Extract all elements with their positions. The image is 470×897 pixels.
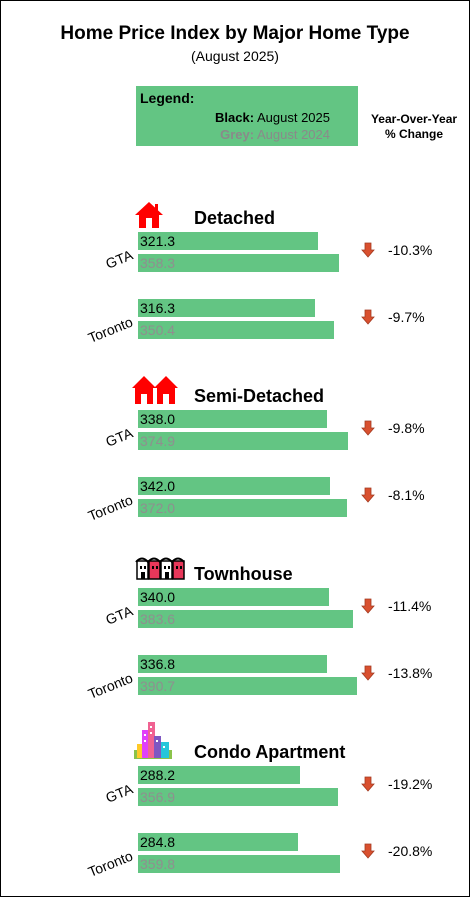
down-arrow-icon [361,665,375,686]
value-label-previous: 356.9 [140,789,176,805]
value-label-previous: 358.3 [140,255,176,271]
down-arrow-icon [361,242,375,263]
value-label-previous: 359.8 [140,856,176,872]
legend-title: Legend: [140,90,195,106]
legend-current-value: August 2025 [256,110,330,125]
section-title: Semi-Detached [194,386,325,406]
value-label-current: 340.0 [140,589,176,605]
value-label-current: 342.0 [140,478,176,494]
value-label-current: 336.8 [140,656,176,672]
semi-detached-icon [131,374,179,411]
value-label-previous: 390.7 [140,678,176,694]
chart-subtitle: (August 2025) [191,48,279,64]
yoy-change-value: -10.3% [388,242,433,258]
yoy-change-value: -11.4% [388,598,432,614]
value-label-current: 316.3 [140,300,176,316]
yoy-header: Year-Over-Year % Change [360,112,468,142]
bar-previous [138,788,338,806]
value-label-previous: 350.4 [140,322,176,338]
down-arrow-icon [361,776,375,797]
yoy-header-line2: % Change [384,127,443,141]
bar-current [138,655,327,673]
value-label-previous: 383.6 [140,611,176,627]
legend-previous: Grey: August 2024 [220,127,330,142]
bar-previous [138,677,357,695]
value-label-previous: 372.0 [140,500,176,516]
bar-current [138,766,300,784]
bar-previous [138,321,334,339]
legend: Legend: Black: August 2025 Grey: August … [136,86,358,146]
legend-current: Black: August 2025 [215,110,330,125]
chart-title: Home Price Index by Major Home Type [60,23,410,44]
legend-previous-value: August 2024 [256,127,330,142]
yoy-change-value: -9.7% [388,309,425,325]
townhouse-icon [135,554,187,585]
bar-current [138,588,329,606]
bar-previous [138,499,347,517]
down-arrow-icon [361,309,375,330]
section-title: Townhouse [194,564,293,584]
bar-current [138,833,298,851]
yoy-change-value: -13.8% [388,665,433,681]
section-title: Detached [194,208,276,228]
section-title: Condo Apartment [194,742,346,762]
value-label-previous: 374.9 [140,433,176,449]
bar-previous [138,610,353,628]
yoy-header-line1: Year-Over-Year [370,112,458,126]
value-label-current: 338.0 [140,411,176,427]
down-arrow-icon [361,487,375,508]
bar-previous [138,855,340,873]
value-label-current: 284.8 [140,834,176,850]
yoy-change-value: -20.8% [388,843,433,859]
down-arrow-icon [361,843,375,864]
bar-current [138,232,318,250]
bar-current [138,299,315,317]
bar-previous [138,432,348,450]
legend-current-key: Black: [215,110,255,125]
house-icon [134,200,164,235]
yoy-change-value: -19.2% [388,776,433,792]
down-arrow-icon [361,598,375,619]
bar-previous [138,254,339,272]
value-label-current: 288.2 [140,767,176,783]
down-arrow-icon [361,420,375,441]
yoy-change-value: -8.1% [388,487,425,503]
value-label-current: 321.3 [140,233,176,249]
bar-current [138,410,327,428]
legend-previous-key: Grey: [220,127,255,142]
condo-icon [133,720,173,765]
bar-current [138,477,330,495]
yoy-change-value: -9.8% [388,420,425,436]
